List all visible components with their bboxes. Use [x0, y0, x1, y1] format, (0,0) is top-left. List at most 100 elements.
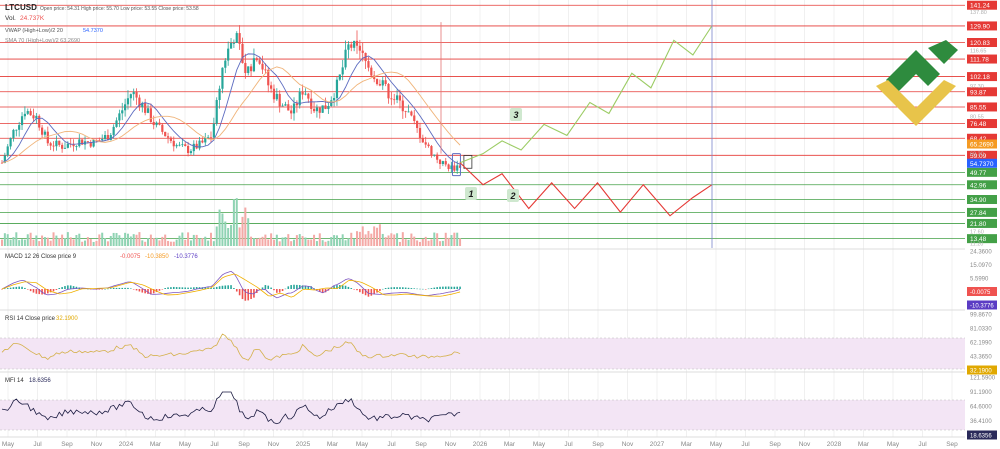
candle-body: [61, 144, 64, 149]
candle-body: [427, 144, 430, 147]
macd-histogram-bar: [4, 288, 6, 290]
macd-histogram-bar: [218, 286, 221, 289]
volume-bar: [212, 241, 215, 246]
grid: [7, 0, 953, 437]
candle-body: [72, 144, 75, 147]
macd-histogram-bar: [172, 286, 175, 289]
macd-histogram-bar: [298, 285, 301, 289]
volume-bar: [104, 238, 107, 246]
macd-histogram-bar: [104, 288, 106, 290]
macd-histogram-bar: [447, 286, 450, 289]
macd-histogram-bar: [135, 289, 138, 291]
candle-body: [330, 100, 333, 107]
price-badge-label: 54.7370: [970, 161, 994, 168]
price-axis-tick: 60.30: [970, 152, 984, 158]
macd-histogram-bar: [107, 288, 109, 290]
bullish-forecast: [459, 25, 713, 164]
macd-histogram-bar: [247, 289, 250, 301]
price-level-label: 13.48: [970, 236, 987, 243]
volume-bar: [344, 240, 347, 246]
macd-histogram-bar: [24, 287, 26, 289]
volume-bar: [227, 227, 230, 246]
macd-histogram-bar: [101, 289, 104, 290]
price-axis: 141.24 129.90 120.83 111.78 102.18 93.87 85.55…: [967, 0, 997, 440]
macd-axis-tick: 5.5990: [970, 277, 989, 283]
macd-histogram-bar: [44, 289, 46, 295]
volume-bar: [353, 238, 356, 246]
volume-bar: [147, 238, 150, 246]
volume-bar: [427, 240, 430, 246]
wave-label-box-3: [510, 108, 522, 121]
volume-bar: [287, 234, 290, 246]
volume-bar: [238, 227, 241, 246]
candle-body: [172, 140, 175, 147]
candle-body: [447, 164, 450, 170]
candle-body: [416, 120, 419, 129]
candle-body: [186, 146, 190, 154]
macd-histogram-bar: [138, 289, 141, 292]
macd-histogram-bar: [147, 289, 149, 294]
rsi-value: 32.1900: [56, 316, 78, 322]
macd-histogram-bar: [210, 287, 212, 289]
volume-bar: [318, 233, 321, 246]
volume-bar: [313, 234, 316, 246]
candle-body: [295, 103, 298, 106]
macd-histogram-bar: [379, 289, 381, 291]
macd-histogram-bar: [361, 289, 364, 294]
volume-bar: [95, 240, 98, 246]
volume-bar: [361, 226, 364, 246]
macd-histogram-bar: [141, 289, 144, 293]
ohlc-label: Open price: 54.31 High price: 55.70 Low …: [40, 6, 199, 12]
volume-bar: [398, 241, 401, 246]
candle-body: [258, 60, 261, 64]
price-level-label: 111.78: [970, 57, 989, 64]
time-axis-label: Sep: [946, 441, 958, 448]
macd-histogram-bar: [15, 286, 18, 289]
macd-histogram-bar: [281, 289, 284, 291]
macd-histogram-bar: [456, 286, 459, 289]
volume-bar: [21, 239, 24, 246]
candle-body: [101, 139, 104, 141]
candle-body: [238, 33, 241, 44]
time-axis-label: Sep: [61, 441, 73, 448]
macd-histogram-bar: [384, 288, 387, 289]
macd-histogram-bar: [413, 288, 416, 289]
vwap-value: 54.7370: [83, 28, 103, 34]
macd-histogram-bar: [270, 287, 272, 289]
symbol-label: LTCUSD: [5, 3, 37, 12]
macd-histogram-bar: [321, 289, 324, 294]
time-axis-label: Jul: [210, 441, 219, 448]
volume-bar: [381, 233, 384, 246]
volume-bar: [86, 237, 89, 246]
macd-axis-tick: 24.3600: [970, 250, 992, 256]
candle-body: [407, 111, 410, 113]
macd-histogram-bar: [170, 287, 172, 289]
candle-body: [218, 88, 221, 101]
macd-histogram-bar: [124, 287, 126, 289]
volume-label: Vol.: [5, 15, 16, 22]
volume-bar: [63, 238, 66, 246]
volume-bar: [230, 225, 233, 246]
macd-histogram-bar: [187, 287, 189, 289]
candle-body: [138, 97, 141, 108]
volume-bar: [278, 241, 281, 246]
macd-histogram-bar: [35, 289, 38, 294]
candle-body: [307, 93, 310, 99]
price-level-badge: [967, 218, 997, 228]
macd-histogram-bar: [193, 287, 195, 289]
price-axis-tick: 116.65: [970, 49, 986, 55]
candle-body: [38, 115, 41, 128]
macd-histogram-bar: [230, 285, 232, 289]
macd-histogram-bar: [364, 289, 367, 296]
macd-histogram-bar: [313, 288, 315, 289]
candle-body: [35, 115, 38, 119]
macd-histogram-bar: [175, 287, 178, 289]
macd-histogram-bar: [370, 289, 373, 296]
candle-body: [146, 108, 150, 113]
volume-bar: [373, 226, 376, 246]
macd-histogram-bar: [115, 287, 118, 289]
macd-histogram-bar: [144, 289, 146, 294]
volume-bar: [118, 235, 121, 246]
candle-body: [247, 66, 250, 74]
